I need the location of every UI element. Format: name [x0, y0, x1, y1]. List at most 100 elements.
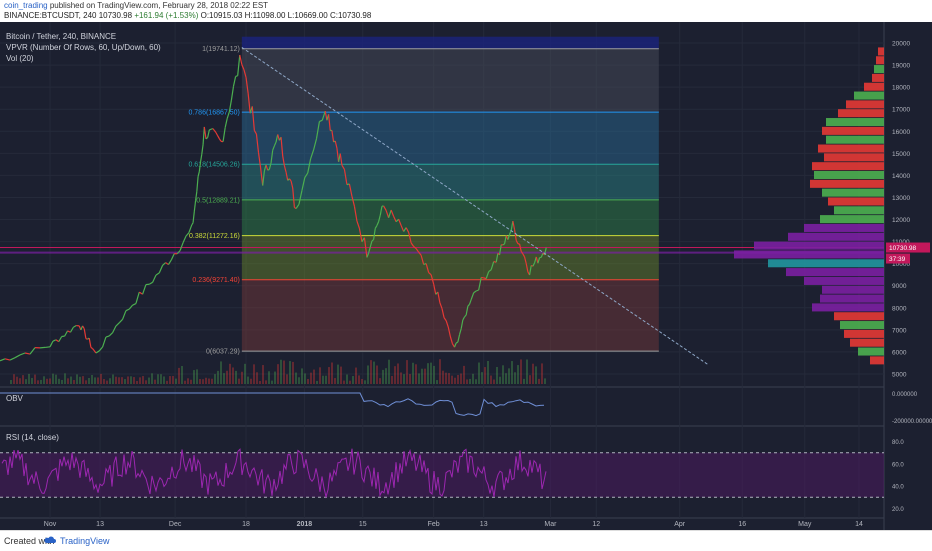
volume-profile-bar [812, 303, 884, 311]
price-candle [456, 342, 458, 343]
fib-zone [242, 200, 659, 236]
price-candle [192, 223, 193, 225]
time-axis-label: May [798, 521, 812, 528]
volume-bar [97, 377, 99, 384]
volume-bar [124, 379, 126, 384]
price-candle [89, 338, 91, 347]
volume-bar [493, 380, 495, 384]
volume-profile-bar [768, 259, 884, 267]
volume-bar [151, 373, 153, 384]
volume-bar [496, 367, 498, 384]
volume-bar [160, 374, 162, 384]
price-axis-label: 20000 [892, 41, 910, 48]
volume-bar [529, 375, 531, 384]
price-candle [15, 355, 20, 358]
price-candle [73, 326, 76, 328]
volume-bar [535, 366, 537, 384]
volume-bar [286, 374, 288, 384]
volume-bar [295, 373, 297, 384]
price-candle [91, 347, 93, 348]
volume-bar [190, 380, 192, 384]
volume-bar [121, 377, 123, 384]
volume-bar [526, 360, 528, 384]
volume-profile-bar [786, 268, 884, 276]
volume-bar [484, 367, 486, 384]
volume-bar [457, 375, 459, 384]
volume-bar [115, 377, 117, 384]
volume-bar [169, 376, 171, 384]
fib-zone [242, 112, 659, 164]
price-candle [68, 331, 71, 332]
volume-bar [481, 372, 483, 384]
price-candle [116, 323, 119, 326]
volume-bar [109, 378, 111, 384]
volume-bar [238, 379, 240, 384]
volume-bar [64, 373, 66, 384]
volume-bar [181, 366, 183, 384]
fib-level-label: 0.786(16867.50) [188, 110, 239, 117]
price-candle [219, 139, 221, 142]
rsi-legend[interactable]: RSI (14, close) [6, 433, 59, 442]
price-candle [171, 254, 174, 260]
vol-legend[interactable]: Vol (20) [6, 54, 34, 63]
volume-bar [445, 373, 447, 384]
volume-bar [82, 376, 84, 384]
price-candle [234, 76, 236, 86]
volume-bar [37, 380, 39, 384]
price-candle [231, 86, 233, 100]
price-candle [20, 353, 25, 355]
publish-line: coin_trading published on TradingView.co… [4, 1, 268, 10]
volume-bar [430, 363, 432, 384]
volume-bar [316, 381, 318, 384]
fib-level-label: 1(19741.12) [202, 46, 240, 53]
volume-bar [352, 376, 354, 384]
volume-bar [34, 375, 36, 384]
volume-bar [211, 379, 213, 384]
volume-profile-bar [834, 206, 884, 214]
price-axis-label: 15000 [892, 151, 910, 158]
ohlc-close: C:10730.98 [330, 11, 371, 20]
volume-profile-bar [822, 127, 884, 135]
author-link[interactable]: coin_trading [4, 1, 48, 10]
volume-bar [334, 378, 336, 384]
volume-bar [226, 371, 228, 384]
price-candle [30, 348, 35, 354]
price-candle [213, 129, 215, 131]
volume-bar [223, 373, 225, 384]
volume-bar [94, 377, 96, 384]
price-candle [202, 145, 203, 155]
price-candle [45, 347, 50, 348]
volume-profile-bar [788, 233, 884, 241]
price-candle [194, 201, 195, 212]
obv-legend[interactable]: OBV [6, 394, 23, 403]
volume-profile-bar [876, 56, 884, 64]
volume-profile-bar [840, 321, 884, 329]
volume-bar [442, 371, 444, 384]
volume-bar [70, 377, 72, 384]
volume-profile-bar [814, 171, 884, 179]
tradingview-link[interactable]: TradingView [60, 536, 110, 546]
volume-bar [205, 378, 207, 384]
volume-bar [415, 364, 417, 384]
volume-bar [454, 378, 456, 384]
volume-bar [232, 367, 234, 384]
volume-bar [478, 363, 480, 384]
price-candle [106, 336, 109, 337]
volume-bar [25, 379, 27, 384]
time-axis-label: 14 [855, 521, 863, 528]
price-candle [268, 169, 270, 170]
volume-bar [310, 373, 312, 384]
volume-bar [259, 381, 261, 384]
volume-bar [130, 376, 132, 384]
price-candle [10, 358, 15, 360]
price-candle [236, 76, 238, 77]
volume-bar [544, 378, 546, 384]
volume-bar [52, 374, 54, 384]
volume-bar [16, 377, 18, 384]
volume-bar [214, 374, 216, 384]
vpvr-legend[interactable]: VPVR (Number Of Rows, 60, Up/Down, 60) [6, 43, 161, 52]
price-candle [0, 359, 5, 361]
volume-bar [274, 372, 276, 384]
